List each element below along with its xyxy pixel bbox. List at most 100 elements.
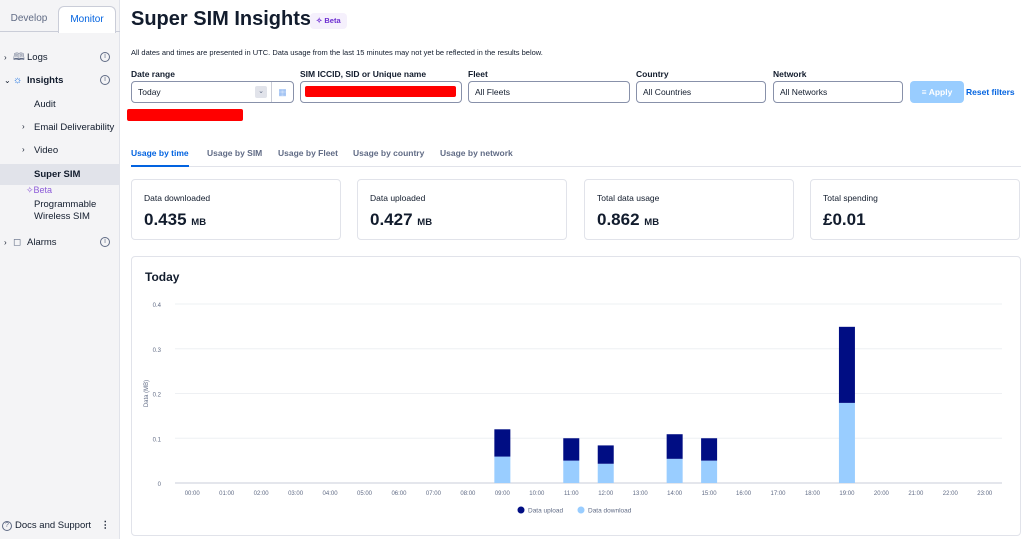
country-select[interactable]: All Countries [636,81,766,103]
sim-input[interactable] [300,81,462,103]
sparkle-icon: ✧ [26,185,34,195]
tab-usage-by-country[interactable]: Usage by country [353,148,425,158]
stat-unit: MB [417,217,433,228]
x-tick-label: 12:00 [598,491,614,497]
bar-data-download [597,463,614,483]
calendar-icon[interactable]: ▦ [271,82,293,102]
stat-number: £0.01 [823,210,866,229]
stat-card-data-uploaded: Data uploaded 0.427 MB [357,179,567,240]
sidebar-item-label: Video [34,145,59,156]
beta-label: ✧Beta [26,185,52,196]
stat-card-data-downloaded: Data downloaded 0.435 MB [131,179,341,240]
page-title: Super SIM Insights [131,8,312,30]
tab-usage-by-network[interactable]: Usage by network [440,148,513,158]
x-tick-label: 22:00 [943,491,959,497]
date-range-label: Date range [131,69,175,79]
stat-value: 0.427 MB [370,210,432,230]
y-tick-label: 0 [158,482,162,488]
stat-label: Total spending [823,193,878,203]
tab-usage-by-time[interactable]: Usage by time [131,145,189,167]
stat-number: 0.435 [144,210,187,229]
x-tick-label: 02:00 [254,491,270,497]
x-tick-label: 10:00 [529,491,545,497]
sidebar-item-logs[interactable]: › 🕮 Logs i [0,49,120,67]
country-label: Country [636,69,669,79]
sparkle-icon: ✧ [316,16,325,25]
sidebar-item-label: Super SIM [34,169,81,180]
sidebar-item-label: Programmable [34,199,97,210]
help-icon: ? [2,521,12,531]
filter-icon: ≡ [921,87,929,97]
tab-monitor[interactable]: Monitor [58,6,116,33]
sidebar-item-video[interactable]: › Video [0,145,120,159]
chevron-down-icon[interactable]: ⌄ [255,86,267,98]
apply-button[interactable]: ≡ Apply [910,81,964,103]
sidebar-tabs: Develop Monitor [0,6,120,33]
x-tick-label: 07:00 [426,491,442,497]
beta-badge-text: Beta [324,16,341,25]
x-tick-label: 19:00 [839,491,855,497]
date-range-value: Today [138,87,161,97]
bar-data-download [701,460,718,483]
sidebar-item-email-deliverability[interactable]: › Email Deliverability [0,122,120,136]
bar-data-upload [701,438,718,461]
y-tick-label: 0.3 [153,348,162,354]
y-tick-label: 0.2 [153,393,162,399]
x-tick-label: 21:00 [908,491,924,497]
sidebar-item-insights[interactable]: ⌄ ☼ Insights i [0,72,120,90]
info-icon[interactable]: i [100,75,110,85]
network-select[interactable]: All Networks [773,81,903,103]
chevron-right-icon: › [22,122,25,131]
apply-label: Apply [928,87,953,97]
x-tick-label: 03:00 [288,491,304,497]
sidebar-item-label: Insights [27,75,64,86]
bar-data-upload [563,438,580,461]
reset-filters-link[interactable]: Reset filters [966,87,1015,97]
bar-data-upload [494,429,511,457]
y-tick-label: 0.4 [153,303,162,309]
usage-chart-card: Today 0 0.1 0.2 0.3 0.4 Data (MB) 00:00 01:00 02… [131,256,1021,536]
date-range-select[interactable]: Today ⌄ ▦ [131,81,294,103]
x-tick-label: 00:00 [185,491,201,497]
tab-usage-by-sim[interactable]: Usage by SIM [207,148,263,158]
tab-develop[interactable]: Develop [10,13,48,24]
bar-data-download [666,458,683,483]
stat-label: Data downloaded [144,193,211,203]
sidebar: Develop Monitor › 🕮 Logs i ⌄ ☼ Insights … [0,0,120,539]
bar-data-upload [838,326,855,403]
bar-data-download [838,402,855,483]
tab-usage-by-fleet[interactable]: Usage by Fleet [278,148,338,158]
x-tick-label: 11:00 [564,491,579,497]
bar-data-download [494,456,511,483]
book-icon: 🕮 [13,52,25,63]
chevron-right-icon: › [4,238,7,247]
stat-number: 0.862 [597,210,640,229]
sidebar-item-super-sim[interactable]: Super SIM [0,164,120,185]
beta-text: Beta [33,185,53,195]
x-tick-label: 05:00 [357,491,373,497]
bell-icon: ◻ [13,237,22,248]
stat-label: Data uploaded [370,193,426,203]
sidebar-item-alarms[interactable]: › ◻ Alarms i [0,234,120,252]
y-axis-label: Data (MB) [144,380,150,407]
main-content: Super SIM Insights ✧ Beta All dates and … [120,0,1024,539]
x-tick-label: 04:00 [323,491,339,497]
sidebar-item-audit[interactable]: Audit [0,99,120,113]
info-icon[interactable]: i [100,237,110,247]
stat-value: 0.862 MB [597,210,659,230]
docs-and-support[interactable]: ? Docs and Support ⋮ [0,513,120,539]
legend-marker-download [577,506,585,514]
sidebar-item-label: Alarms [27,237,57,248]
more-options-icon[interactable]: ⋮ [100,520,111,531]
legend-label-download: Data download [588,508,632,515]
fleet-select[interactable]: All Fleets [468,81,630,103]
sidebar-item-programmable-wireless-sim[interactable]: Programmable Wireless SIM [34,199,96,223]
utc-note: All dates and times are presented in UTC… [131,48,543,57]
x-tick-label: 23:00 [977,491,993,497]
redacted-sim-value [305,86,456,97]
usage-chart: 0 0.1 0.2 0.3 0.4 Data (MB) 00:00 01:00 02:00 03:… [144,303,1002,515]
x-tick-label: 16:00 [736,491,752,497]
sidebar-item-label: Logs [27,52,48,63]
info-icon[interactable]: i [100,52,110,62]
x-tick-label: 14:00 [667,491,683,497]
